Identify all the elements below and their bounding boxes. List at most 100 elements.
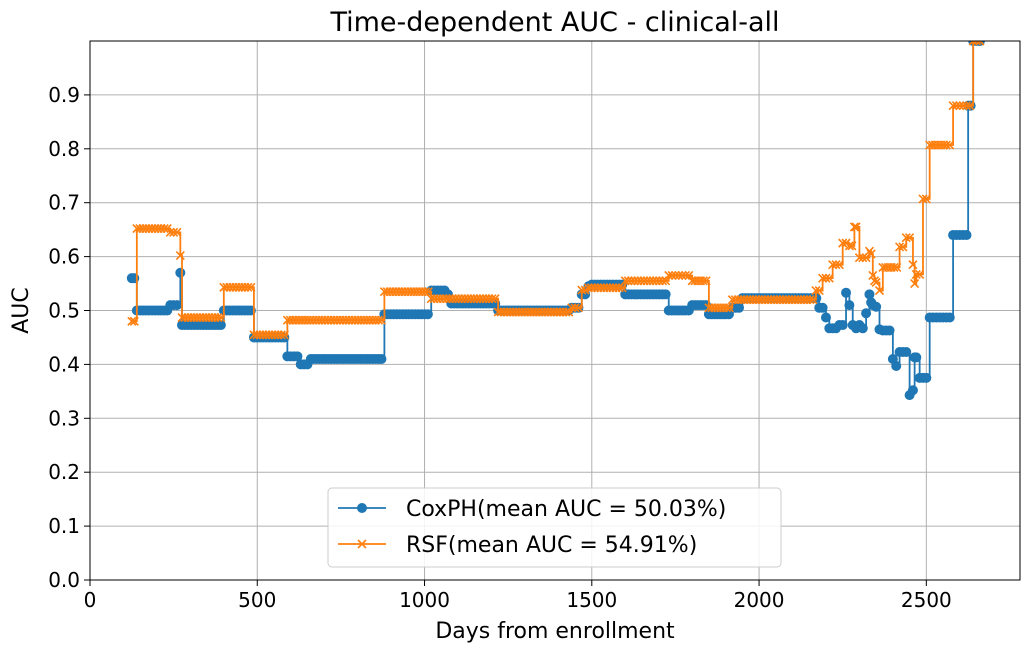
data-point-stroke (276, 330, 286, 340)
data-point (965, 101, 975, 111)
data-point (955, 101, 965, 111)
data-point (805, 295, 815, 305)
data-point (818, 273, 828, 283)
data-point (915, 269, 925, 279)
data-point-stroke (834, 260, 844, 270)
data-point (175, 250, 185, 261)
data-point (891, 361, 902, 372)
series-1 (127, 41, 985, 340)
data-point (811, 285, 821, 296)
data-point (169, 227, 179, 237)
data-point-stroke (175, 250, 185, 261)
data-point-stroke (838, 238, 848, 248)
data-point-stroke (915, 269, 925, 279)
data-point-stroke (376, 315, 386, 325)
data-point-stroke (811, 285, 821, 296)
data-point-stroke (570, 303, 580, 313)
data-point-stroke (680, 270, 691, 281)
data-point-stroke (724, 303, 734, 313)
data-point-stroke (901, 233, 911, 243)
y-tick-label: 0.8 (48, 137, 80, 161)
data-point (721, 303, 732, 313)
data-point (820, 312, 831, 323)
data-point (660, 289, 671, 300)
data-point (215, 320, 226, 331)
data-point (918, 194, 928, 204)
data-point-stroke (423, 287, 433, 297)
data-point-stroke (684, 270, 694, 281)
data-point (874, 285, 885, 296)
data-point (567, 303, 577, 313)
data-point (921, 372, 932, 383)
data-point (951, 101, 962, 111)
data-point-stroke (213, 312, 223, 323)
data-point (487, 294, 497, 304)
x-tick-label: 500 (238, 588, 276, 612)
data-point (861, 253, 871, 263)
data-point (698, 276, 708, 286)
data-point (945, 140, 955, 150)
data-point-stroke (889, 262, 899, 272)
x-tick-label: 1000 (399, 588, 450, 612)
data-point (664, 270, 674, 281)
data-point-stroke (246, 282, 256, 292)
data-point (279, 330, 289, 340)
legend-marker (357, 539, 367, 549)
data-point (898, 242, 908, 252)
data-point (857, 323, 868, 334)
data-point (968, 41, 978, 46)
data-point-stroke (490, 294, 500, 304)
x-tick-label: 1500 (566, 588, 617, 612)
data-point-stroke (958, 101, 968, 111)
data-point-stroke (701, 276, 711, 286)
data-point-stroke (941, 140, 951, 150)
data-point (910, 278, 920, 289)
data-point (851, 222, 861, 232)
y-tick-label: 0.0 (48, 568, 80, 592)
y-tick-label: 0.9 (48, 83, 80, 107)
data-point (733, 302, 744, 313)
y-axis-label: AUC (9, 287, 34, 334)
legend: CoxPH(mean AUC = 50.03%) RSF(mean AUC = 5… (327, 487, 782, 568)
data-point (844, 241, 854, 251)
data-point (961, 230, 972, 241)
data-point-stroke (721, 303, 732, 313)
data-point-stroke (567, 303, 577, 313)
data-point (892, 262, 902, 272)
data-point (159, 224, 169, 234)
data-point-stroke (564, 307, 574, 317)
data-point-stroke (905, 233, 915, 243)
data-point-stroke (667, 270, 677, 281)
data-point (911, 352, 922, 363)
data-point-stroke (698, 276, 708, 286)
data-point-stroke (945, 140, 955, 150)
data-point (373, 315, 384, 325)
data-point-stroke (965, 101, 975, 111)
chart-title: Time-dependent AUC - clinical-all (329, 7, 779, 38)
data-point-stroke (951, 101, 962, 111)
data-point-stroke (868, 270, 878, 281)
data-point-stroke (908, 260, 918, 270)
x-tick-label: 0 (84, 588, 97, 612)
data-point-stroke (898, 242, 908, 252)
data-point (841, 287, 852, 298)
data-point (561, 307, 571, 317)
data-point (884, 325, 895, 336)
y-tick-label: 0.1 (48, 514, 80, 538)
data-point-stroke (670, 270, 680, 281)
x-tick-label: 2500 (901, 588, 952, 612)
data-point-stroke (892, 262, 902, 272)
ticks: 0 500 1000 1500 2000 2500 0.0 0.1 0.2 0.3 0.4 0.5 0.… (48, 83, 952, 612)
data-point-stroke (677, 270, 687, 281)
data-point (817, 302, 828, 313)
data-point (172, 227, 182, 237)
data-point (127, 316, 137, 326)
data-point (129, 316, 139, 326)
data-point-stroke (910, 278, 920, 289)
x-tick-label: 2000 (734, 588, 785, 612)
data-point-stroke (821, 273, 831, 283)
data-point-stroke (808, 295, 818, 305)
data-point (490, 294, 500, 304)
data-point (213, 312, 223, 323)
data-point (948, 101, 958, 111)
